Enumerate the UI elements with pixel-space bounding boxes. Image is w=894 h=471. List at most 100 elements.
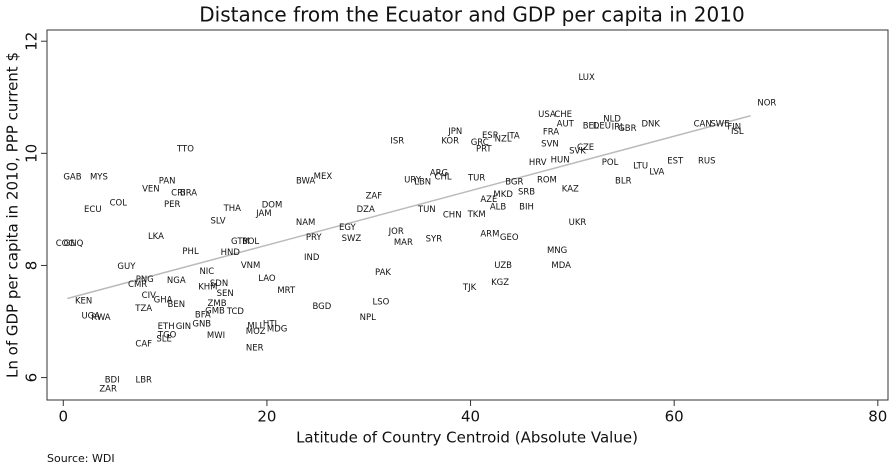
country-point: TUN [417,205,436,215]
country-point: CHN [443,211,462,221]
country-point: JPN [447,127,462,137]
country-point: PAK [375,268,391,278]
country-point: NOR [757,98,776,108]
country-point: BEL [583,121,599,131]
country-point: JAM [255,209,272,219]
y-tick-label: 8 [23,261,41,271]
country-point: VNM [241,261,261,271]
country-point: PAN [159,176,176,186]
country-point: MKD [493,190,513,200]
country-point: ISR [390,137,404,147]
country-point: KEN [75,296,92,306]
country-point: GIN [176,322,191,332]
country-point: KHM [198,282,217,292]
country-point: ECU [84,205,102,215]
country-point: MWI [207,331,225,341]
country-point: AZE [480,195,497,205]
country-point: HND [221,248,241,258]
country-point: SVK [569,147,586,157]
country-point: BGD [312,302,331,312]
country-point: SLE [156,334,172,344]
country-point: MRT [277,286,296,296]
country-point: ARG [430,168,448,178]
country-point: IRL [612,122,625,132]
country-point: URY [404,176,422,186]
country-point: AUT [557,120,575,130]
country-point: SWZ [342,234,362,244]
country-point: CAF [135,339,152,349]
country-point: UZB [494,261,512,271]
country-point: NLD [603,115,621,125]
x-tick-label: 80 [868,408,887,426]
country-point: CZE [577,143,594,153]
country-point: BWA [296,176,315,186]
country-point: CMR [128,280,147,290]
country-point: MYS [90,172,108,182]
country-point: DEU [593,121,611,131]
country-point: RWA [91,313,111,323]
country-point: LKA [148,232,164,242]
country-point: CHE [554,110,572,120]
country-point: CRI [171,189,185,199]
x-axis-label: Latitude of Country Centroid (Absolute V… [296,429,638,447]
country-point: CHL [435,172,452,182]
country-point: UGA [81,311,100,321]
country-point: MEX [314,172,333,182]
country-point: ISL [731,127,744,137]
country-point: GNQ [64,239,84,249]
country-point: NPL [360,313,376,323]
country-point: ESP [482,131,498,141]
country-point: LTU [633,162,648,172]
country-point: TUR [467,174,485,184]
country-point: FRA [543,128,559,138]
country-point: GMB [205,306,225,316]
country-point: BEN [168,300,186,310]
country-point: TCD [226,307,245,317]
country-point: KAZ [562,185,579,195]
country-point: LAO [258,274,276,284]
country-point: ZAF [366,191,383,201]
country-point: JOR [388,227,404,237]
country-point: PRY [306,233,322,243]
country-point: GEO [500,233,519,243]
country-point: GAB [63,172,81,182]
country-point: BLR [615,176,632,186]
country-point: SDN [210,279,228,289]
country-point: GUY [117,262,136,272]
country-point: PRT [476,144,492,154]
country-point: ALB [490,203,507,213]
country-point: GTM [231,237,250,247]
country-point: DOM [262,200,283,210]
plot-frame [46,29,889,401]
country-point: THA [223,204,242,214]
y-tick-label: 6 [23,373,41,383]
country-point: GBR [618,124,636,134]
x-tick-label: 20 [257,408,276,426]
country-point: FIN [727,122,741,132]
country-point: HTI [263,319,277,329]
x-tick-label: 40 [461,408,480,426]
country-point: SLV [211,217,226,227]
country-point: NAM [296,218,316,228]
country-point: HRV [529,158,547,168]
source-note: Source: WDI [47,452,115,465]
country-point: NZL [495,134,512,144]
country-point: MLI [247,322,262,332]
country-point: GNB [192,319,211,329]
country-point: BGR [505,177,523,187]
country-point: BFA [195,310,211,320]
country-point: SEN [217,289,234,299]
country-point: ROM [537,176,557,186]
country-point: IND [304,253,320,263]
country-point: TTO [176,144,194,154]
y-tick-label: 10 [23,144,41,163]
country-point: COG [56,239,75,249]
country-point: BIH [519,203,534,213]
country-point: LUX [578,73,595,83]
country-point: LSO [373,297,390,307]
y-axis-label: Ln of GDP per capita in 2010, PPP curren… [4,52,22,378]
country-point: PHL [182,247,199,257]
country-point: UKR [569,218,587,228]
country-point: PNG [136,275,154,285]
